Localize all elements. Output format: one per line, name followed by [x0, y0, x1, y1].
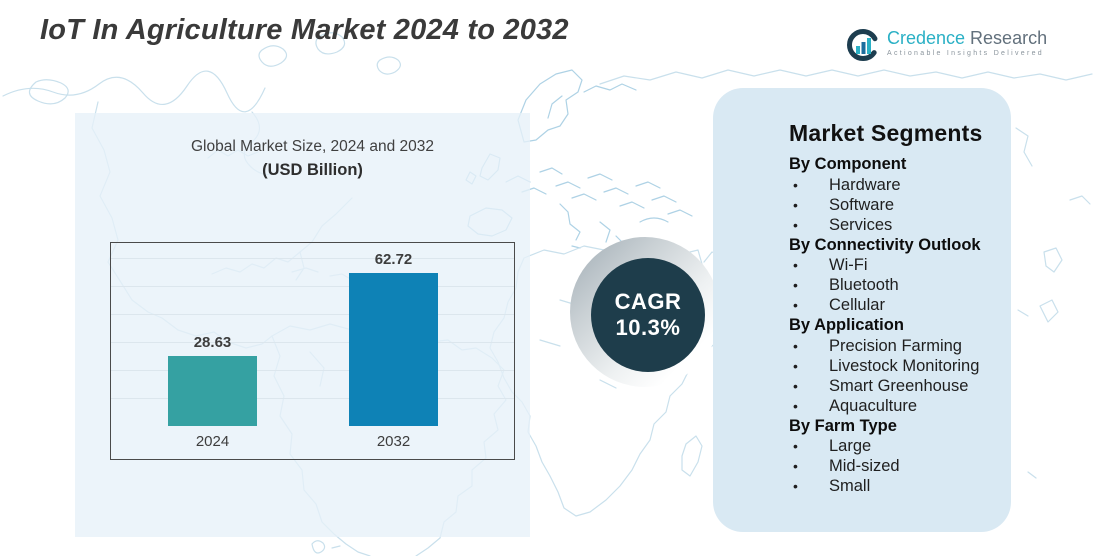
bullet-icon: • — [793, 478, 798, 494]
bullet-icon: • — [793, 377, 798, 394]
segment-item-label: Services — [829, 215, 893, 234]
segment-group-heading: By Component — [789, 155, 907, 173]
brand-name-primary: Credence — [887, 28, 966, 48]
cagr-circle: CAGR 10.3% — [591, 258, 705, 372]
segment-item-label: Small — [829, 477, 871, 495]
bar-2032 — [349, 273, 438, 426]
bar-value-label: 62.72 — [374, 251, 413, 268]
segment-item: • Aquaculture — [789, 396, 993, 416]
segments-title: Market Segments — [789, 120, 983, 146]
bullet-icon: • — [793, 337, 798, 354]
bullet-icon: • — [793, 357, 798, 374]
segment-item-label: Aquaculture — [829, 396, 918, 415]
bullet-icon: • — [793, 297, 798, 313]
bullet-icon: • — [793, 257, 798, 273]
segment-item: • Large — [789, 436, 993, 456]
chart-subtitle: (USD Billion) — [262, 161, 363, 179]
segment-item: • Precision Farming — [789, 336, 993, 356]
segment-item: • Services — [789, 215, 993, 235]
bullet-icon: • — [793, 458, 798, 474]
segment-item: • Bluetooth — [789, 275, 993, 295]
segment-item: • Hardware — [789, 175, 993, 195]
segment-item-label: Precision Farming — [829, 336, 962, 355]
segment-item-label: Wi-Fi — [829, 256, 868, 274]
bullet-icon: • — [793, 277, 798, 293]
brand-logo: Credence Research Actionable Insights De… — [846, 28, 1047, 62]
segment-item-label: Smart Greenhouse — [829, 376, 969, 395]
page-title: IoT In Agriculture Market 2024 to 2032 — [40, 14, 569, 46]
brand-text: Credence Research Actionable Insights De… — [887, 28, 1047, 57]
chart-title-block: Global Market Size, 2024 and 2032 (USD B… — [110, 136, 515, 182]
brand-name: Credence Research — [887, 28, 1047, 48]
bullet-icon: • — [793, 176, 798, 193]
segment-item-label: Hardware — [829, 175, 901, 194]
segment-item: • Cellular — [789, 295, 993, 315]
brand-tagline: Actionable Insights Delivered — [887, 50, 1044, 57]
segment-item: • Small — [789, 476, 993, 496]
bullet-icon: • — [793, 438, 798, 454]
segment-item: • Wi-Fi — [789, 255, 993, 275]
chart-title: Global Market Size, 2024 and 2032 — [191, 138, 434, 155]
segment-item-label: Mid-sized — [829, 457, 900, 475]
segment-item-label: Software — [829, 195, 895, 214]
bar-chart-circle-icon — [847, 29, 879, 61]
market-segments-panel: Market Segments By Component • Hardware • So… — [713, 88, 1011, 532]
segment-item: • Software — [789, 195, 993, 215]
cagr-value: 10.3% — [615, 315, 681, 340]
brand-name-secondary: Research — [965, 28, 1048, 48]
bar-group-2032: 62.72 2032 — [349, 251, 438, 450]
segment-item-label: Livestock Monitoring — [829, 356, 980, 375]
segment-item-label: Bluetooth — [829, 276, 899, 294]
segments-list: By Component • Hardware • Software • Services B… — [789, 154, 993, 496]
cagr-label: CAGR — [614, 289, 682, 314]
bullet-icon: • — [793, 196, 798, 213]
bar-group-2024: 28.63 2024 — [168, 334, 257, 450]
segment-group-heading: By Application — [789, 316, 904, 334]
bar-chart-plot: 28.63 2024 62.72 2032 — [111, 243, 514, 450]
segment-group-heading: By Farm Type — [789, 416, 897, 435]
segment-group-heading: By Connectivity Outlook — [789, 235, 981, 254]
segment-item: • Mid-sized — [789, 456, 993, 476]
bullet-icon: • — [793, 216, 798, 233]
bar-chart: 28.63 2024 62.72 2032 — [110, 242, 515, 460]
bar-category-label: 2032 — [376, 433, 411, 450]
bar-value-label: 28.63 — [193, 334, 232, 351]
segment-item: • Smart Greenhouse — [789, 376, 993, 396]
bar-2024 — [168, 356, 257, 426]
segment-item: • Livestock Monitoring — [789, 356, 993, 376]
segment-item-label: Cellular — [829, 296, 885, 314]
bullet-icon: • — [793, 397, 798, 414]
bar-category-label: 2024 — [195, 433, 230, 450]
segment-item-label: Large — [829, 437, 872, 455]
